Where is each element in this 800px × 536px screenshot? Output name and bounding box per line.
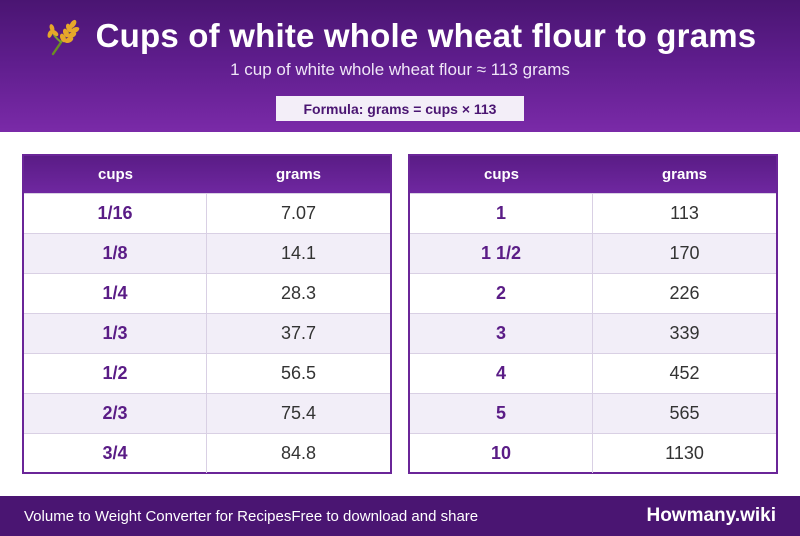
- conversion-table-small: cups grams 1/16 7.07 1/8 14.1 1/4 28.3 1…: [22, 154, 392, 474]
- table-row: 3/4 84.8: [24, 433, 390, 473]
- grams-cell: 226: [669, 283, 700, 303]
- grams-cell: 113: [670, 203, 699, 223]
- grams-cell: 14.1: [280, 243, 317, 263]
- grams-cell: 565: [669, 403, 700, 423]
- column-header-cups: cups: [483, 166, 519, 183]
- table-header: cups grams: [24, 156, 390, 193]
- grams-cell: 28.3: [280, 283, 317, 303]
- column-header-cups: cups: [97, 166, 133, 183]
- brand-logo[interactable]: Howmany.wiki: [646, 505, 776, 526]
- grams-cell: 37.7: [280, 323, 317, 343]
- column-header-grams: grams: [275, 166, 322, 183]
- cups-cell: 1: [410, 194, 593, 233]
- wheat-icon: [47, 19, 79, 56]
- table-row: 5 565: [410, 393, 776, 433]
- page-title: Cups of white whole wheat flour to grams: [95, 17, 757, 54]
- footer-converter-text: Volume to Weight Converter for Recipes: [24, 507, 292, 525]
- cups-cell: 3: [410, 314, 593, 353]
- grams-cell: 170: [669, 243, 700, 263]
- grams-cell: 1130: [665, 443, 704, 463]
- grams-cell: 84.8: [280, 443, 317, 463]
- table-row: 1/2 56.5: [24, 353, 390, 393]
- grams-cell: 75.4: [280, 403, 317, 423]
- grams-cell: 56.5: [280, 363, 317, 383]
- cups-cell: 2/3: [24, 394, 207, 433]
- table-row: 2/3 75.4: [24, 393, 390, 433]
- cups-cell: 1/8: [24, 234, 207, 273]
- cups-cell: 1/2: [24, 354, 207, 393]
- table-row: 1/16 7.07: [24, 193, 390, 233]
- column-header-grams: grams: [661, 166, 708, 183]
- formula-badge: Formula: grams = cups × 113: [276, 96, 524, 121]
- table-row: 1/3 37.7: [24, 313, 390, 353]
- cups-cell: 4: [410, 354, 593, 393]
- header-banner: Cups of white whole wheat flour to grams…: [0, 0, 800, 132]
- cups-cell: 10: [410, 434, 593, 473]
- table-header: cups grams: [410, 156, 776, 193]
- table-row: 1 113: [410, 193, 776, 233]
- table-row: 1 1/2 170: [410, 233, 776, 273]
- grams-cell: 452: [669, 363, 700, 383]
- grams-cell: 339: [669, 323, 700, 343]
- cups-cell: 3/4: [24, 434, 207, 473]
- footer-bar: Volume to Weight Converter for Recipes F…: [0, 496, 800, 536]
- cups-cell: 5: [410, 394, 593, 433]
- page-subtitle: 1 cup of white whole wheat flour ≈ 113 g…: [230, 60, 570, 79]
- table-row: 3 339: [410, 313, 776, 353]
- cups-cell: 1/3: [24, 314, 207, 353]
- table-row: 2 226: [410, 273, 776, 313]
- table-row: 10 1130: [410, 433, 776, 473]
- cups-cell: 1 1/2: [410, 234, 593, 273]
- table-row: 1/4 28.3: [24, 273, 390, 313]
- cups-cell: 1/16: [24, 194, 207, 233]
- cups-cell: 2: [410, 274, 593, 313]
- title-row: Cups of white whole wheat flour to grams: [0, 14, 800, 58]
- footer-share-text: Free to download and share: [291, 507, 479, 525]
- table-row: 4 452: [410, 353, 776, 393]
- conversion-table-large: cups grams 1 113 1 1/2 170 2 226 3 339 4…: [408, 154, 778, 474]
- table-row: 1/8 14.1: [24, 233, 390, 273]
- grams-cell: 7.07: [280, 203, 317, 223]
- cups-cell: 1/4: [24, 274, 207, 313]
